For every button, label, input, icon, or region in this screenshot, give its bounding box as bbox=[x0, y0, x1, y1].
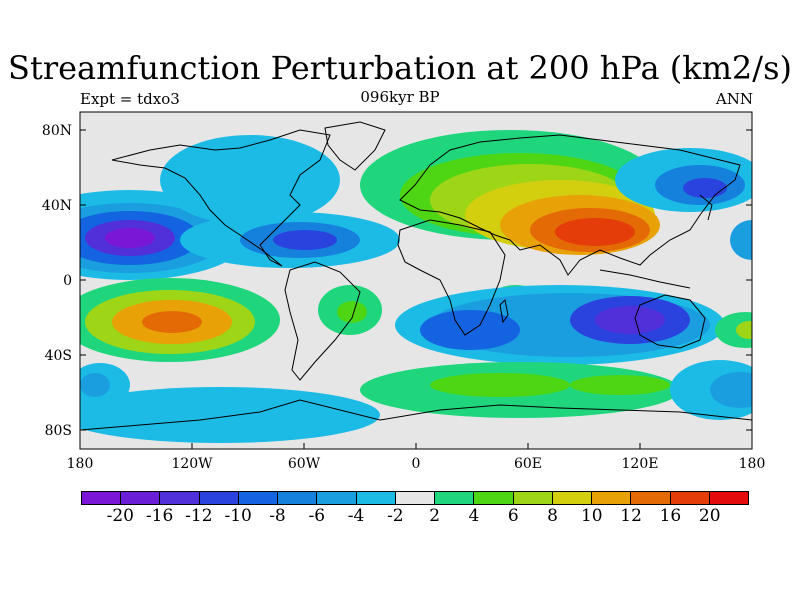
colorbar-tick-label: -16 bbox=[145, 506, 174, 526]
colorbar-bin bbox=[278, 492, 318, 504]
lon-label-0: 0 bbox=[412, 456, 421, 472]
colorbar-bin bbox=[199, 492, 239, 504]
colorbar-tick-label: -4 bbox=[347, 506, 365, 526]
colorbar-bin bbox=[317, 492, 357, 504]
colorbar-tick-label: -20 bbox=[106, 506, 134, 526]
colorbar-tick-label: -8 bbox=[269, 506, 286, 526]
colorbar-bin bbox=[82, 492, 122, 504]
lat-label-40s: 40S bbox=[45, 348, 72, 364]
colorbar-bin bbox=[395, 492, 436, 504]
colorbar-tick-label: -2 bbox=[387, 506, 404, 526]
colorbar-tick-label: 6 bbox=[507, 506, 519, 526]
colorbar-tick-label: 4 bbox=[468, 506, 480, 526]
colorbar-bin bbox=[592, 492, 632, 504]
lon-label-60w: 60W bbox=[288, 456, 321, 472]
colorbar-bin bbox=[709, 492, 748, 504]
season-label: ANN bbox=[715, 90, 753, 108]
chart-title: Streamfunction Perturbation at 200 hPa (… bbox=[8, 49, 792, 87]
colorbar-tick-label: -10 bbox=[224, 506, 252, 526]
experiment-label: Expt = tdxo3 bbox=[80, 90, 180, 108]
colorbar bbox=[81, 491, 749, 505]
colorbar-labels: -20 -16 -12 -10 -8 -6 -4 -2 2 4 6 8 10 12 16 20 bbox=[0, 506, 800, 530]
lon-label-120w: 120W bbox=[171, 456, 213, 472]
colorbar-bin bbox=[631, 492, 671, 504]
colorbar-bin bbox=[552, 492, 593, 504]
lat-label-eq: 0 bbox=[63, 273, 72, 289]
colorbar-bin bbox=[160, 492, 200, 504]
lat-label-80n: 80N bbox=[42, 123, 72, 139]
colorbar-bin bbox=[121, 492, 161, 504]
lat-label-40n: 40N bbox=[42, 198, 72, 214]
colorbar-tick-label: -6 bbox=[308, 506, 326, 526]
colorbar-tick-label: 10 bbox=[580, 506, 603, 526]
lat-label-80s: 80S bbox=[45, 423, 72, 439]
tick-marks bbox=[79, 129, 753, 449]
lon-label-120e: 120E bbox=[622, 456, 659, 472]
colorbar-bin bbox=[513, 492, 553, 504]
colorbar-bin bbox=[238, 492, 279, 504]
lon-label-180w: 180 bbox=[67, 456, 94, 472]
coastlines bbox=[80, 121, 752, 431]
colorbar-tick-label: -12 bbox=[185, 506, 213, 526]
colorbar-tick-label: 12 bbox=[620, 506, 642, 526]
colorbar-bin bbox=[435, 492, 475, 504]
colorbar-bin bbox=[670, 492, 710, 504]
lon-label-60e: 60E bbox=[514, 456, 542, 472]
colorbar-tick-label: 16 bbox=[659, 506, 682, 526]
colorbar-tick-label: 8 bbox=[547, 506, 558, 526]
colorbar-tick-label: 20 bbox=[698, 506, 721, 526]
period-label: 096kyr BP bbox=[360, 88, 440, 106]
colorbar-tick-label: 2 bbox=[429, 506, 441, 526]
lon-label-180e: 180 bbox=[739, 456, 766, 472]
colorbar-bin bbox=[356, 492, 396, 504]
colorbar-bin bbox=[474, 492, 514, 504]
